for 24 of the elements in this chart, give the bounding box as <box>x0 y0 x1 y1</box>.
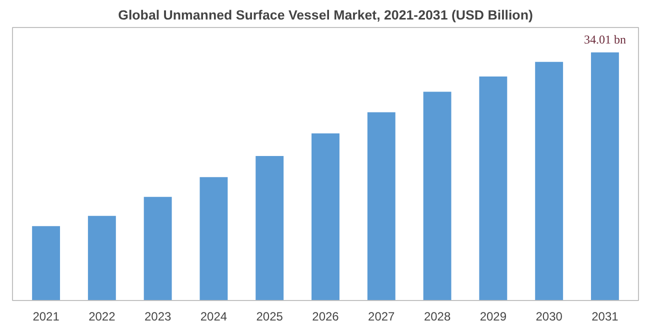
x-tick-label: 2023 <box>144 310 172 324</box>
x-tick-label: 2028 <box>424 310 451 324</box>
x-tick-label: 2022 <box>88 310 116 324</box>
bar <box>88 216 116 300</box>
x-tick-label: 2021 <box>32 310 60 324</box>
data-label: 34.01 bn <box>584 32 626 46</box>
bar <box>144 196 172 300</box>
x-tick-label: 2030 <box>536 310 563 324</box>
bar <box>423 92 452 300</box>
bar <box>32 226 60 300</box>
x-tick-label: 2025 <box>256 310 284 324</box>
bar <box>479 76 508 300</box>
bar <box>200 177 228 300</box>
x-tick-label: 2031 <box>592 310 619 324</box>
bar <box>312 133 340 300</box>
x-tick-label: 2026 <box>312 310 340 324</box>
chart-title: Global Unmanned Surface Vessel Market, 2021-2031 (USD Billion) <box>118 8 533 22</box>
x-tick-label: 2027 <box>368 310 396 324</box>
x-tick-label: 2024 <box>200 310 228 324</box>
bar <box>590 52 619 300</box>
bar <box>367 112 396 300</box>
bar <box>256 156 284 300</box>
x-tick-label: 2029 <box>480 310 507 324</box>
bar <box>535 62 564 300</box>
